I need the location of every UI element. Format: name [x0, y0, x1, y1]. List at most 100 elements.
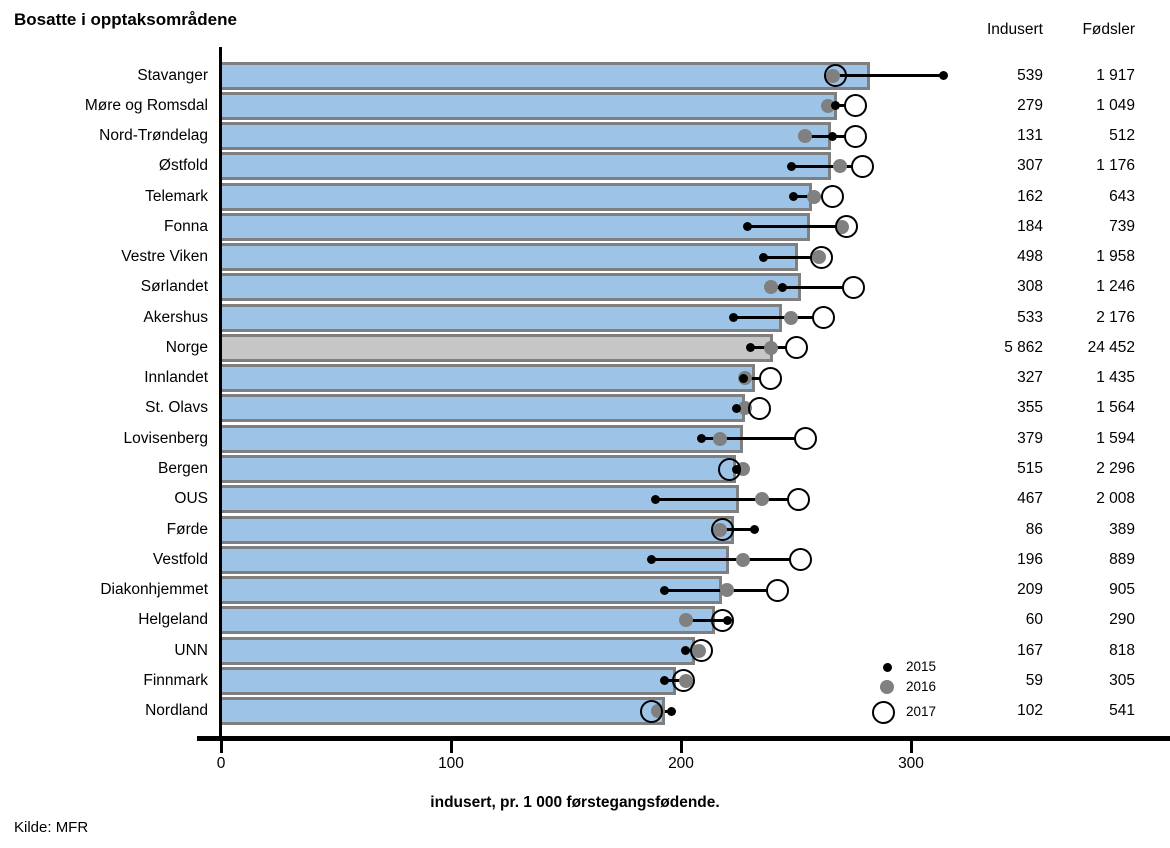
value-indusert: 379 [1017, 429, 1043, 447]
value-fodsler: 905 [1109, 581, 1135, 599]
marker-2015 [738, 373, 748, 383]
x-axis-line [197, 736, 1170, 741]
column-header-fodsler: Fødsler [1082, 21, 1135, 38]
value-fodsler: 1 564 [1096, 399, 1135, 417]
value-indusert: 515 [1017, 460, 1043, 477]
bar [222, 303, 782, 332]
row-label: OUS [174, 490, 208, 508]
value-indusert: 307 [1017, 157, 1043, 175]
x-axis-tick-label: 0 [216, 755, 226, 772]
bar [222, 273, 801, 302]
row-label: Sørlandet [140, 278, 208, 296]
marker-2017 [812, 306, 836, 330]
bar [222, 122, 831, 151]
range-line [701, 437, 796, 441]
value-fodsler: 24 452 [1087, 338, 1135, 356]
bar [222, 364, 755, 393]
marker-2017 [710, 608, 734, 632]
marker-2015 [646, 555, 656, 565]
value-fodsler: 389 [1109, 520, 1135, 538]
row-label: Norge [165, 338, 208, 356]
value-fodsler: 1 594 [1096, 429, 1135, 447]
value-indusert: 196 [1017, 550, 1043, 568]
marker-2015 [743, 222, 753, 232]
value-indusert: 327 [1017, 369, 1043, 387]
marker-2017 [789, 548, 813, 572]
bar [222, 424, 743, 453]
marker-2017 [717, 457, 741, 481]
marker-2017 [821, 185, 845, 209]
marker-2017 [759, 366, 783, 390]
range-line [661, 709, 672, 713]
legend-2015-marker-icon [883, 663, 892, 672]
row-label: Akershus [143, 308, 208, 326]
marker-2017 [786, 487, 810, 511]
range-line [664, 588, 768, 592]
marker-2016 [763, 340, 778, 355]
x-axis-tick [679, 741, 683, 753]
value-fodsler: 889 [1109, 550, 1135, 568]
bar [222, 182, 812, 211]
row-label: Telemark [145, 187, 208, 205]
bar [222, 576, 722, 605]
bar [222, 666, 676, 695]
marker-2015 [667, 706, 677, 716]
legend-2017-label: 2017 [906, 704, 937, 719]
bar [222, 455, 736, 483]
x-axis-tick [449, 741, 453, 753]
value-fodsler: 1 958 [1096, 248, 1135, 266]
marker-2017 [844, 94, 868, 118]
legend-2017-marker-icon [872, 701, 895, 724]
marker-2017 [835, 215, 859, 239]
value-fodsler: 1 435 [1096, 369, 1135, 387]
y-axis-line [219, 47, 222, 741]
row-label: UNN [174, 641, 208, 659]
marker-2015 [731, 403, 741, 413]
value-fodsler: 290 [1109, 611, 1135, 629]
range-line [720, 528, 755, 532]
row-label: Nord-Trøndelag [99, 127, 208, 145]
value-indusert: 355 [1017, 399, 1043, 417]
marker-2016 [713, 431, 728, 446]
value-fodsler: 2 008 [1096, 490, 1135, 508]
source-note: Kilde: MFR [14, 819, 89, 836]
row-label: Stavanger [137, 66, 208, 84]
marker-2015 [651, 494, 661, 504]
marker-2017 [851, 154, 875, 178]
value-fodsler: 1 917 [1096, 66, 1135, 84]
marker-2015 [745, 343, 755, 353]
column-header-indusert: Indusert [986, 21, 1043, 38]
marker-2016 [763, 280, 778, 295]
marker-2015 [830, 101, 840, 111]
value-fodsler: 1 176 [1096, 157, 1135, 175]
bar [222, 243, 798, 272]
range-line [733, 316, 814, 320]
marker-2017 [842, 275, 865, 299]
range-line [685, 618, 727, 622]
value-fodsler: 818 [1109, 641, 1135, 659]
x-axis-tick-label: 300 [898, 755, 924, 772]
value-indusert: 167 [1017, 641, 1043, 659]
value-indusert: 184 [1017, 217, 1043, 235]
row-label: Østfold [158, 157, 208, 175]
marker-2017 [747, 396, 771, 420]
value-fodsler: 1 246 [1096, 278, 1135, 296]
row-label: Fonna [164, 217, 208, 235]
value-indusert: 102 [1017, 702, 1043, 720]
value-indusert: 162 [1017, 187, 1043, 205]
marker-2015 [777, 282, 787, 292]
value-fodsler: 305 [1109, 671, 1135, 689]
marker-2017 [710, 518, 734, 542]
marker-2016 [678, 613, 693, 628]
bar [222, 61, 870, 90]
marker-2015 [681, 646, 691, 656]
chart-title: Bosatte i opptaksområdene [14, 10, 237, 29]
x-axis-tick-label: 100 [438, 755, 464, 772]
row-label: Bergen [158, 460, 208, 477]
x-axis-tick [909, 741, 913, 753]
row-label: Nordland [145, 702, 208, 720]
legend-2016-marker-icon [880, 680, 894, 694]
marker-2017 [793, 427, 817, 451]
bar [222, 697, 665, 726]
